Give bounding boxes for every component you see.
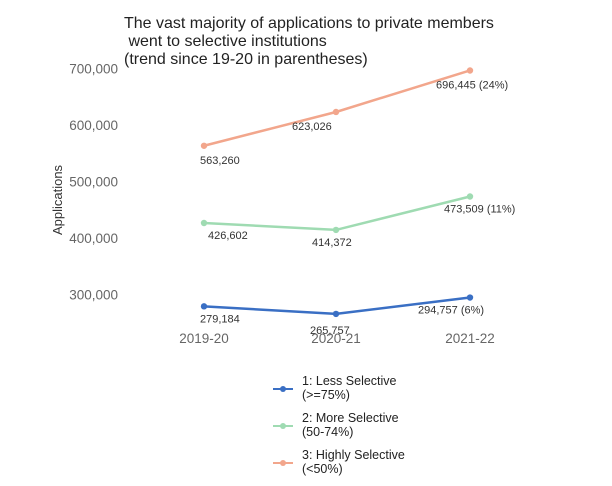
x-tick-label: 2021-22 [445,331,495,346]
data-label: 426,602 [208,230,248,242]
y-axis-title: Applications [50,164,65,235]
series-layer: 279,184 265,757 294,757 (6%) 426,602 414,372… [200,67,515,337]
legend-label: (>=75%) [302,388,350,402]
x-tick-label: 2019-20 [179,331,229,346]
data-label: 265,757 [310,325,350,337]
data-label: 696,445 (24%) [436,79,508,91]
data-point [332,108,340,116]
y-tick-label: 400,000 [69,231,118,246]
legend-swatch-marker [280,423,286,429]
chart-title-line-2: went to selective institutions [124,33,327,50]
data-label: 294,757 (6%) [418,305,484,317]
data-point [332,226,340,234]
y-tick-label: 700,000 [69,61,118,76]
data-label: 563,260 [200,155,240,167]
legend-label: (<50%) [302,462,343,476]
data-point [466,294,474,301]
x-axis-ticks: 2019-20 2020-21 2021-22 [179,331,495,346]
data-label: 414,372 [312,237,352,249]
data-point [200,142,208,149]
x-tick-label: 2020-21 [311,331,361,346]
series-line [203,195,471,232]
y-tick-label: 500,000 [69,175,118,190]
y-axis-ticks: 300,000 400,000 500,000 600,000 700,000 [69,61,118,302]
legend-label: (50-74%) [302,425,353,439]
chart-title-line-3: (trend since 19-20 in parentheses) [124,51,368,68]
legend-label: 1: Less Selective [302,374,397,388]
data-label: 473,509 (11%) [444,203,515,215]
legend-label: 3: Highly Selective [302,448,405,462]
legend-label: 2: More Selective [302,411,399,425]
chart-title-line-1: The vast majority of applications to pri… [124,15,494,32]
data-point [466,67,474,74]
y-tick-label: 600,000 [69,118,118,133]
data-label: 279,184 [200,313,240,325]
data-label: 623,026 [292,121,332,133]
data-point [466,193,474,200]
legend-swatch-marker [280,386,286,392]
data-point [332,310,340,318]
series-line [203,69,471,147]
y-tick-label: 300,000 [69,288,118,303]
data-point [200,219,208,227]
legend-swatch-marker [280,460,286,466]
legend: 1: Less Selective(>=75%) 2: More Selectiv… [273,374,405,476]
data-point [200,303,208,310]
